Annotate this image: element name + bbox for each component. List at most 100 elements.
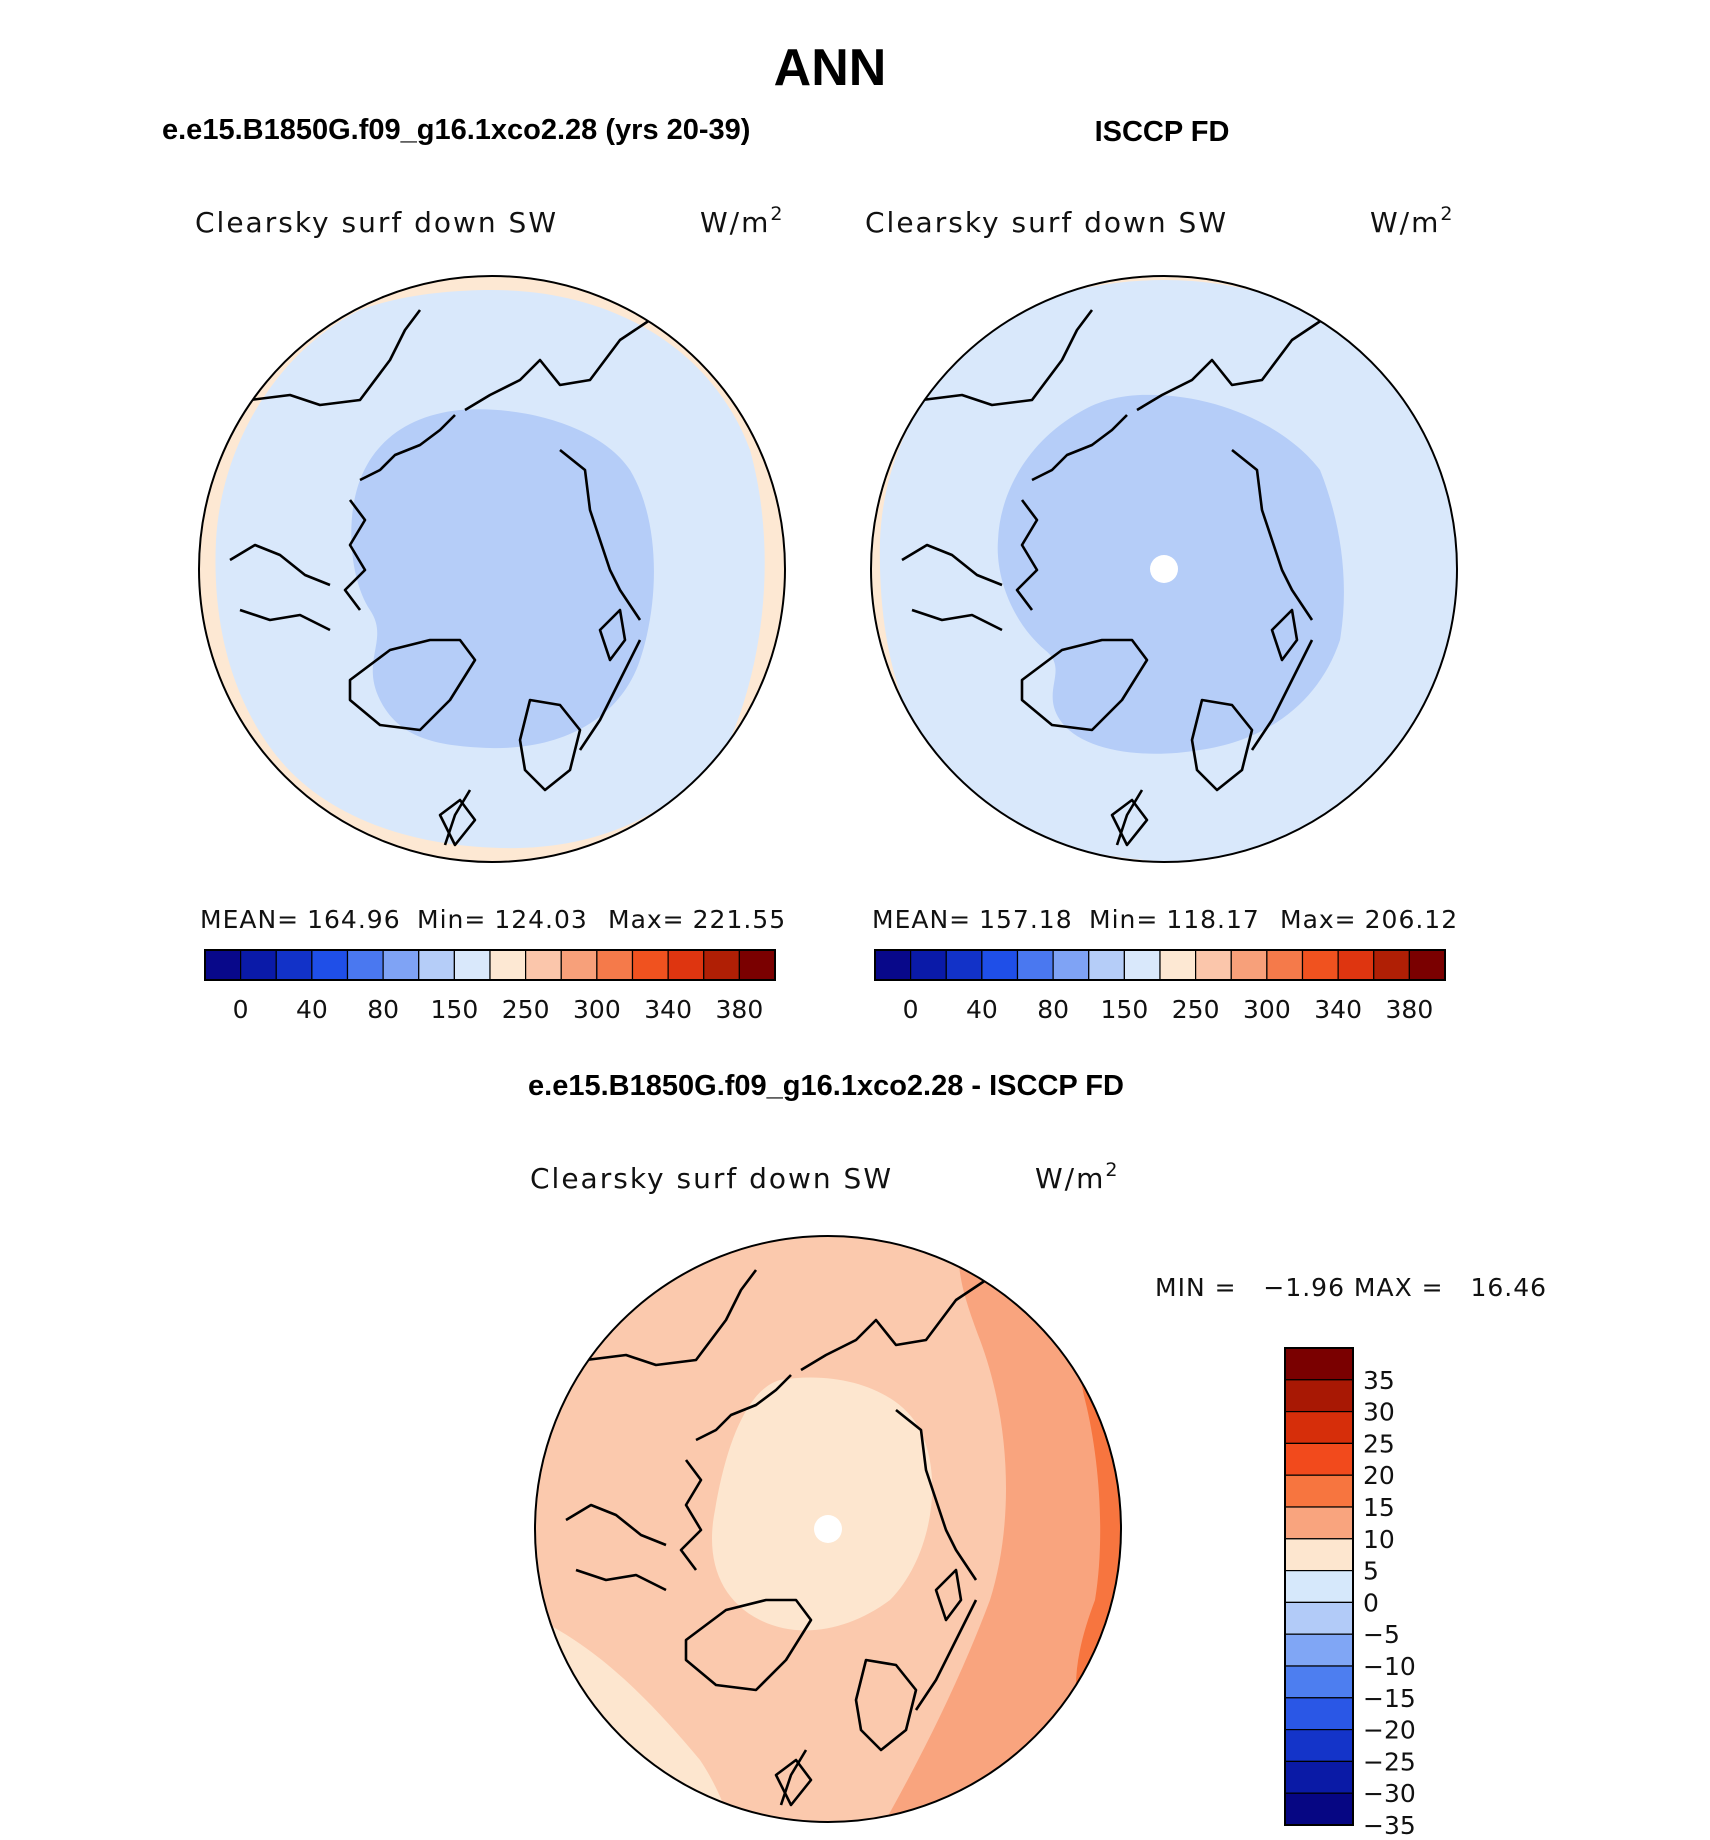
colorbar-tick-label: 0	[1363, 1588, 1379, 1617]
units-exponent: 2	[1440, 203, 1454, 225]
stat-min: Min= 118.17	[1089, 905, 1260, 934]
colorbar-swatch	[738, 949, 776, 981]
colorbar-swatch	[1284, 1410, 1354, 1444]
colorbar-tick-label: 340	[644, 995, 692, 1024]
units-base: W/m	[1035, 1162, 1105, 1195]
variable-label: Clearsky surf down SW	[865, 206, 1228, 239]
panel-title: ISCCP FD	[1095, 116, 1230, 148]
coastlines	[565, 1269, 987, 1807]
colorbar-swatch	[1284, 1347, 1354, 1381]
colorbar-tick-label: 40	[296, 995, 328, 1024]
colorbar-swatch	[1284, 1728, 1354, 1762]
coastlines	[901, 309, 1323, 847]
units-label: W/m2	[1370, 203, 1455, 239]
colorbar-tick-label: 5	[1363, 1557, 1379, 1586]
colorbar: 0 40 80 150 250 300 340 380	[874, 949, 1446, 1024]
colorbar-swatch	[1284, 1760, 1354, 1794]
colorbar-tick-label: 380	[1386, 995, 1434, 1024]
colorbar-swatch	[667, 949, 705, 981]
colorbar-swatch	[631, 949, 669, 981]
colorbar-swatch	[1284, 1569, 1354, 1603]
colorbar-swatch	[240, 949, 277, 981]
colorbar-tick-label: 300	[573, 995, 621, 1024]
units-base: W/m	[1370, 206, 1440, 239]
units-label: W/m2	[700, 203, 785, 239]
colorbar-frame	[874, 949, 1446, 981]
colorbar-tick-label: −10	[1363, 1652, 1416, 1681]
stat-mean: MEAN= 157.18	[872, 905, 1073, 934]
colorbar-tick-label: 40	[966, 995, 998, 1024]
colorbar-swatch	[1230, 949, 1268, 981]
units-exponent: 2	[770, 203, 784, 225]
colorbar-tick-label: 0	[233, 995, 249, 1024]
coastlines	[229, 309, 651, 847]
colorbar-swatch	[703, 949, 740, 981]
colorbar: 0 40 80 150 250 300 340 380	[204, 949, 776, 1024]
colorbar-tick-label: 300	[1243, 995, 1291, 1024]
colorbar-swatch	[1284, 1538, 1354, 1572]
colorbar-swatch	[910, 949, 947, 981]
colorbar-swatch	[1337, 949, 1375, 981]
colorbar-frame	[204, 949, 776, 981]
colorbar-tick-label: 20	[1363, 1461, 1395, 1490]
colorbar-swatch	[1284, 1697, 1354, 1731]
colorbar-swatch	[346, 949, 384, 981]
units-exponent: 2	[1105, 1159, 1119, 1181]
map-border	[534, 1235, 1122, 1823]
region-arctic	[351, 409, 654, 749]
colorbar-tick-label: 80	[367, 995, 399, 1024]
colorbar-tick-label: 0	[903, 995, 919, 1024]
colorbar-swatch	[1284, 1474, 1354, 1508]
colorbar-swatch	[418, 949, 455, 981]
colorbar-swatch	[1284, 1506, 1354, 1540]
colorbar-swatch	[311, 949, 349, 981]
colorbar-tick-label: −35	[1363, 1811, 1416, 1840]
colorbar-tick-label: 30	[1363, 1398, 1395, 1427]
colorbar-tick-label: 15	[1363, 1493, 1395, 1522]
colorbar-swatch	[560, 949, 598, 981]
colorbar-swatch	[1284, 1633, 1354, 1667]
colorbar-swatch	[945, 949, 983, 981]
colorbar-swatch	[1284, 1665, 1354, 1699]
colorbar-swatch	[874, 949, 912, 981]
colorbar-swatch	[1408, 949, 1446, 981]
colorbar-swatch	[204, 949, 242, 981]
colorbar-swatch	[489, 949, 527, 981]
colorbar-swatch	[1266, 949, 1304, 981]
colorbar-swatch	[1016, 949, 1054, 981]
variable-label: Clearsky surf down SW	[530, 1162, 893, 1195]
map-border	[870, 275, 1458, 863]
polar-map	[535, 1236, 1121, 1822]
units-base: W/m	[700, 206, 770, 239]
colorbar-swatch	[981, 949, 1019, 981]
colorbar-tick-label: 25	[1363, 1429, 1395, 1458]
colorbar-frame	[1284, 1347, 1354, 1826]
region-pole-missing	[814, 1515, 842, 1543]
colorbar-tick-label: 340	[1314, 995, 1362, 1024]
stats-row: MEAN= 164.96 Min= 124.03 Max= 221.55	[200, 905, 785, 934]
colorbar-swatch	[382, 949, 420, 981]
figure-title: ANN	[774, 39, 887, 97]
colorbar-swatch	[275, 949, 313, 981]
colorbar-swatch	[1159, 949, 1197, 981]
colorbar-tick-label: 250	[1172, 995, 1220, 1024]
polar-map	[199, 276, 785, 862]
units-label: W/m2	[1035, 1159, 1120, 1195]
stat-min: Min= 124.03	[417, 905, 588, 934]
colorbar-tick-label: 35	[1363, 1366, 1395, 1395]
colorbar-swatch	[1088, 949, 1125, 981]
region-pole	[712, 1377, 933, 1631]
panel-title: e.e15.B1850G.f09_g16.1xco2.28 - ISCCP FD	[528, 1070, 1124, 1102]
colorbar-swatch	[1052, 949, 1090, 981]
colorbar-swatch	[1284, 1601, 1354, 1635]
colorbar-swatch	[1373, 949, 1410, 981]
stats-row: MEAN= 157.18 Min= 118.17 Max= 206.12	[872, 905, 1457, 934]
colorbar-swatch	[596, 949, 634, 981]
map-border	[198, 275, 786, 863]
panel-title: e.e15.B1850G.f09_g16.1xco2.28 (yrs 20-39…	[162, 114, 750, 146]
colorbar-tick-label: −15	[1363, 1684, 1416, 1713]
colorbar-swatch	[1284, 1792, 1354, 1826]
colorbar-swatch	[1301, 949, 1339, 981]
